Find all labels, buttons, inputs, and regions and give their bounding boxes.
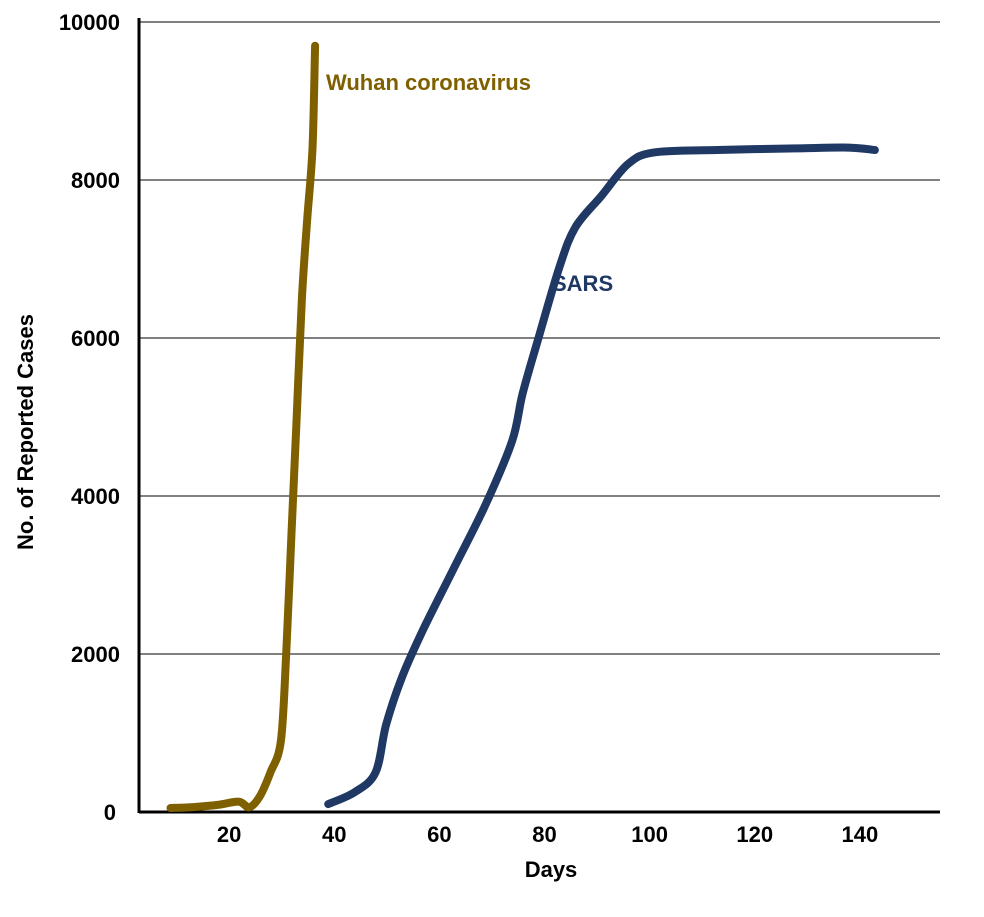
x-axis-label: Days [525,857,578,882]
axes [137,18,940,814]
series-line-sars [324,143,879,809]
y-axis-label: No. of Reported Cases [13,314,38,550]
x-tick-label-40: 40 [322,822,346,847]
x-tick-label-20: 20 [217,822,241,847]
y-tick-labels: 0 2000 4000 6000 8000 10000 [59,10,120,825]
y-tick-label-10000: 10000 [59,10,120,35]
series-line-wuhan-coronavirus [166,41,320,812]
x-tick-label-140: 140 [842,822,879,847]
x-tick-label-60: 60 [427,822,451,847]
series-labels: Wuhan coronavirus SARS [326,70,613,296]
y-tick-label-4000: 4000 [71,484,120,509]
series-lines [166,41,879,812]
x-tick-label-80: 80 [532,822,556,847]
y-tick-label-0: 0 [104,800,116,825]
x-tick-label-120: 120 [736,822,773,847]
x-tick-labels: 20 40 60 80 100 120 140 [217,822,878,847]
y-tick-label-8000: 8000 [71,168,120,193]
y-tick-label-2000: 2000 [71,642,120,667]
x-tick-label-100: 100 [631,822,668,847]
series-label-sars: SARS [552,271,613,296]
y-tick-label-6000: 6000 [71,326,120,351]
series-label-wuhan-coronavirus: Wuhan coronavirus [326,70,531,95]
